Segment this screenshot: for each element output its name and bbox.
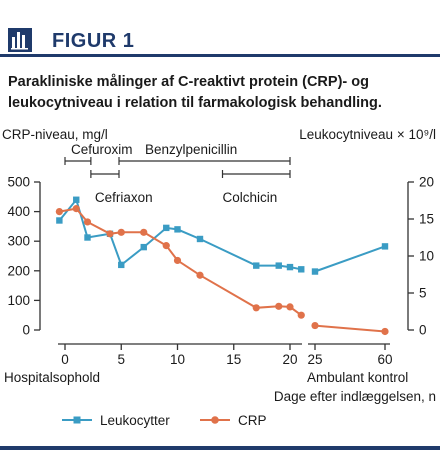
legend-label: CRP [238, 413, 267, 428]
x-segment-label: Hospitalsophold [4, 370, 100, 385]
data-point-leukocytter [311, 268, 319, 275]
figure-caption: Parakliniske målinger af C-reaktivt prot… [8, 74, 382, 111]
y-tick-label-left: 0 [22, 323, 30, 338]
bar-chart-icon [8, 28, 32, 52]
data-point-crp [286, 303, 294, 311]
data-point-leukocytter [118, 261, 125, 269]
data-point-leukocytter [286, 263, 294, 271]
x-tick-label: 20 [282, 352, 297, 367]
data-point-leukocytter [196, 235, 204, 243]
data-point-crp [311, 321, 319, 330]
y-tick-label-left: 100 [7, 293, 30, 308]
x-tick-label: 10 [170, 352, 185, 367]
data-point-crp [72, 205, 80, 213]
data-point-crp [297, 311, 305, 319]
data-point-leukocytter [298, 266, 305, 273]
header-divider [0, 54, 440, 57]
data-point-crp [196, 271, 204, 279]
x-tick-label: 25 [307, 352, 322, 367]
data-point-leukocytter [56, 217, 63, 224]
data-point-crp [252, 304, 260, 312]
data-point-leukocytter [275, 262, 282, 269]
y-tick-label-left: 200 [7, 263, 30, 278]
legend-marker [211, 416, 219, 424]
data-point-leukocytter [253, 262, 260, 269]
data-point-crp [173, 256, 182, 265]
x-tick-label: 0 [61, 352, 69, 367]
data-point-crp [140, 228, 148, 236]
data-point-crp [117, 228, 125, 236]
data-point-crp [55, 208, 63, 216]
y-tick-label-left: 500 [7, 175, 30, 190]
data-point-crp [275, 302, 283, 310]
figure-header: FIGUR 1 [0, 0, 440, 60]
data-point-leukocytter [73, 196, 80, 203]
data-point-leukocytter [84, 234, 91, 241]
legend-marker [73, 416, 81, 424]
y-axis-right-title: Leukocytniveau × 10⁹/l [299, 127, 436, 142]
bottom-divider [0, 446, 440, 450]
data-point-crp [381, 327, 389, 336]
figure-label: FIGUR 1 [52, 30, 135, 52]
y-tick-label-right: 5 [419, 286, 427, 301]
data-point-crp [106, 230, 114, 238]
y-tick-label-left: 300 [7, 234, 30, 249]
y-tick-label-right: 15 [419, 212, 434, 227]
data-point-leukocytter [381, 243, 389, 250]
series-line-leukocytter [314, 245, 386, 273]
x-tick-label: 60 [377, 352, 392, 367]
x-tick-label: 15 [226, 352, 241, 367]
treatment-label: Colchicin [223, 190, 278, 205]
data-point-crp [162, 242, 170, 250]
series-line-crp [314, 324, 386, 333]
y-tick-label-right: 0 [419, 323, 427, 338]
treatment-label: Cefuroxim [71, 142, 133, 157]
data-point-leukocytter [140, 243, 147, 251]
x-segment-label: Ambulant kontrol [307, 370, 408, 385]
data-point-leukocytter [174, 226, 181, 233]
data-point-crp [83, 218, 92, 226]
y-tick-label-right: 20 [419, 175, 434, 190]
treatment-label: Benzylpenicillin [145, 142, 237, 157]
data-point-leukocytter [163, 224, 170, 232]
x-axis-title: Dage efter indlæggelsen, n [274, 389, 436, 404]
treatment-label: Cefriaxon [95, 190, 153, 205]
x-tick-label: 5 [117, 352, 125, 367]
y-tick-label-right: 10 [419, 249, 434, 264]
y-tick-label-left: 400 [7, 204, 30, 219]
y-axis-left-title: CRP-niveau, mg/l [2, 127, 108, 142]
legend-label: Leukocytter [100, 413, 170, 428]
